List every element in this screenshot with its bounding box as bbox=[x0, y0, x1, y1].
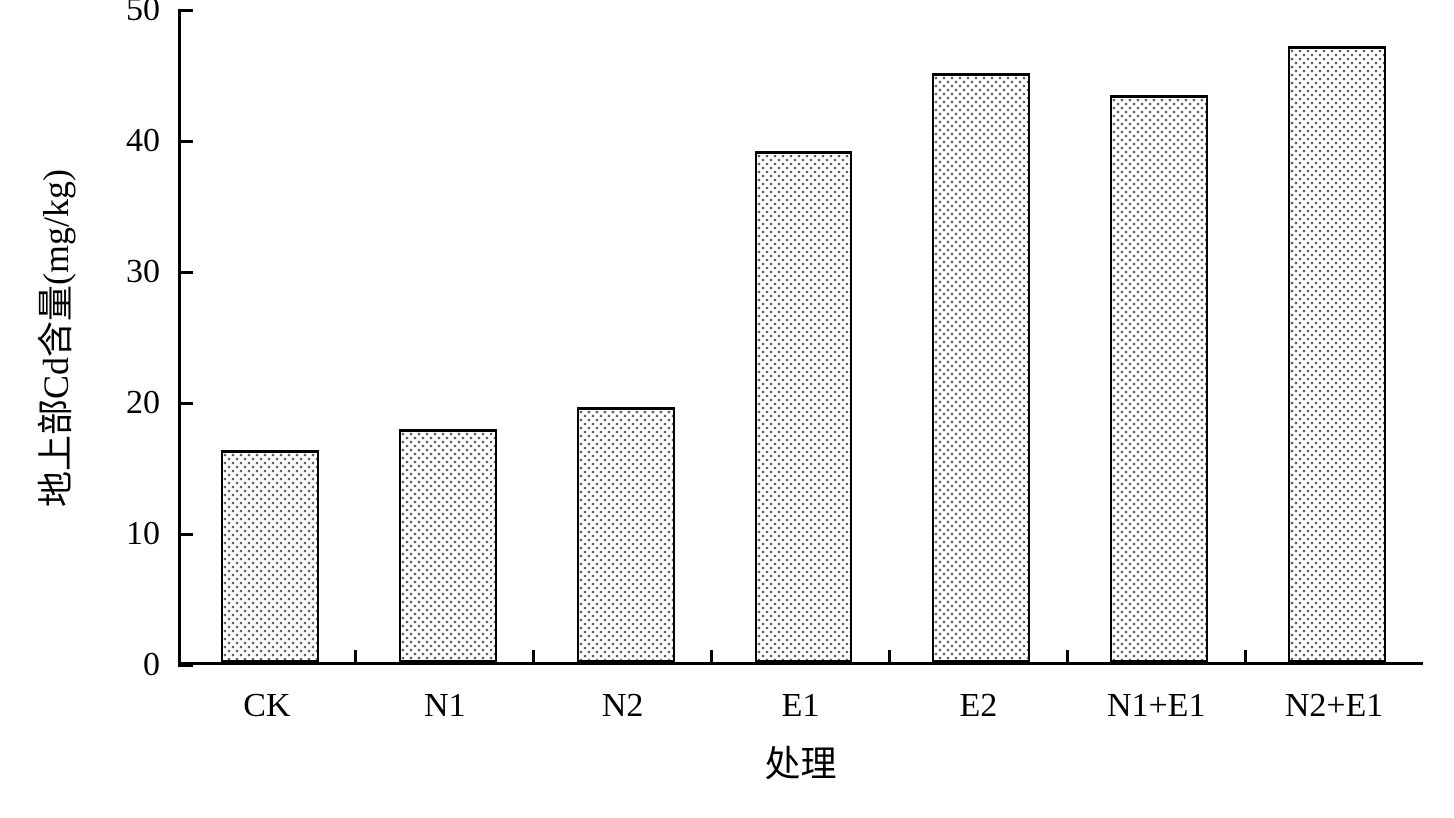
x-tick-label: N2+E1 bbox=[1285, 687, 1384, 725]
bar bbox=[755, 151, 853, 662]
x-tick-label: N1 bbox=[424, 687, 466, 725]
y-tick-label: 0 bbox=[100, 646, 160, 684]
y-tick bbox=[178, 271, 193, 274]
x-tick-label: E1 bbox=[782, 687, 820, 725]
y-tick-label: 50 bbox=[100, 0, 160, 29]
bar bbox=[577, 407, 675, 662]
y-axis-title: 地上部Cd含量(mg/kg) bbox=[27, 169, 79, 507]
bar bbox=[932, 73, 1030, 663]
y-tick-label: 40 bbox=[100, 122, 160, 160]
bar bbox=[1110, 95, 1208, 662]
y-tick bbox=[178, 664, 193, 667]
bar bbox=[221, 450, 319, 662]
bar bbox=[1288, 46, 1386, 662]
x-tick bbox=[1244, 650, 1247, 665]
y-tick bbox=[178, 533, 193, 536]
bar bbox=[399, 429, 497, 662]
y-tick-label: 20 bbox=[100, 384, 160, 422]
chart-container: 地上部Cd含量(mg/kg) 处理 0 10 20 30 40 50 CK N1 N2 E1 E2 N… bbox=[0, 0, 1454, 818]
x-tick-label: N2 bbox=[602, 687, 644, 725]
x-tick-label: CK bbox=[243, 687, 290, 725]
y-tick-label: 10 bbox=[100, 515, 160, 553]
x-tick bbox=[888, 650, 891, 665]
y-tick bbox=[178, 402, 193, 405]
y-tick bbox=[178, 140, 193, 143]
x-tick bbox=[354, 650, 357, 665]
y-tick-label: 30 bbox=[100, 253, 160, 291]
x-tick bbox=[532, 650, 535, 665]
x-tick bbox=[710, 650, 713, 665]
x-tick-label: E2 bbox=[959, 687, 997, 725]
plot-area bbox=[178, 10, 1423, 665]
x-axis-title: 处理 bbox=[764, 735, 836, 787]
y-tick bbox=[178, 9, 193, 12]
x-tick-label: N1+E1 bbox=[1107, 687, 1206, 725]
x-tick bbox=[1066, 650, 1069, 665]
